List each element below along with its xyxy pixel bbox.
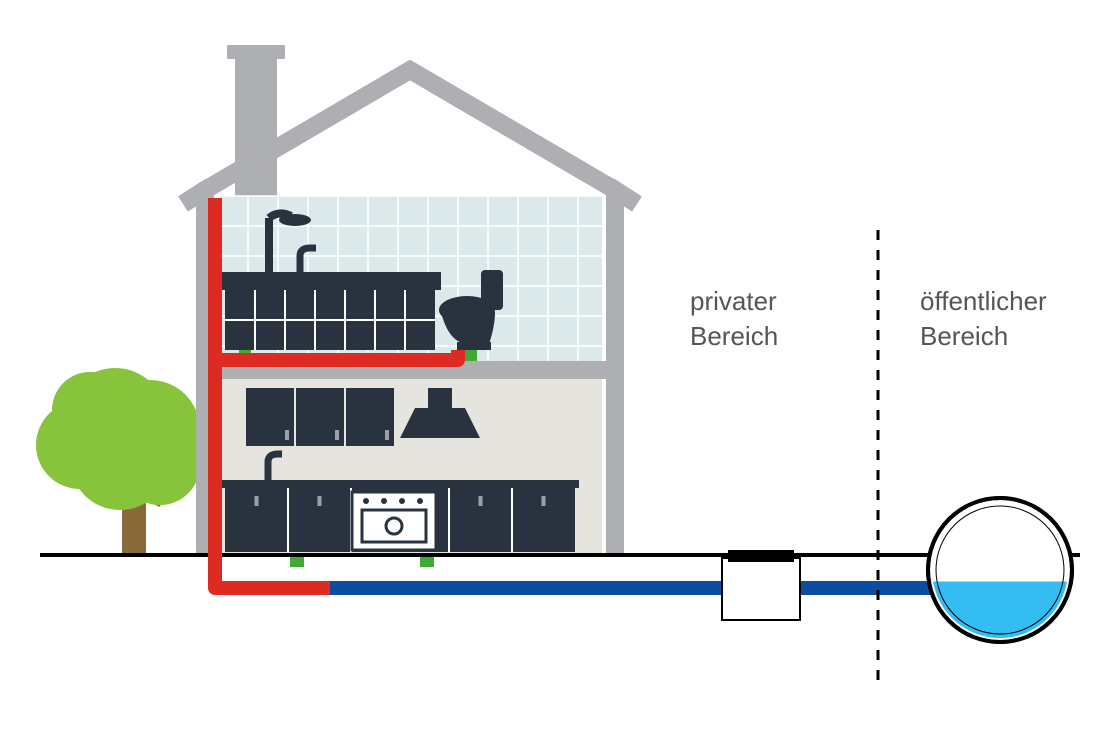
shower-pole [265, 218, 273, 272]
bathtub-rim [219, 272, 441, 290]
inspection-lid [728, 550, 794, 562]
tree-leaf [52, 372, 128, 448]
label-private-2: Bereich [690, 321, 778, 351]
label-public: öffentlicher [920, 286, 1047, 316]
chimney [235, 59, 277, 204]
tree-leaf [120, 425, 200, 505]
label-private: privater [690, 286, 777, 316]
plumbing-diagram: privater Bereich öffentlicher Bereich [0, 0, 1112, 746]
label-public-2: Bereich [920, 321, 1008, 351]
shower-head-icon [279, 214, 311, 226]
inspection-chamber [722, 558, 800, 620]
chimney-cap [227, 45, 285, 59]
